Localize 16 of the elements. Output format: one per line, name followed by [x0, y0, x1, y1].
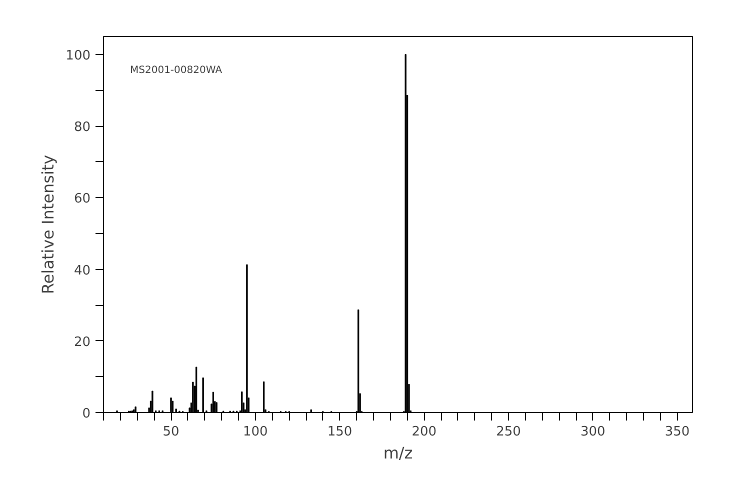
x-tick-label: 200	[412, 424, 437, 440]
x-tick-label: 100	[242, 424, 268, 440]
x-tick-label: 250	[496, 424, 521, 440]
x-tick-label: 350	[664, 424, 690, 440]
y-tick-label: 20	[74, 334, 91, 350]
x-axis-title: m/z	[383, 444, 413, 462]
y-tick-label: 80	[74, 120, 91, 136]
x-tick-label: 50	[162, 424, 180, 440]
y-tick-label: 60	[74, 192, 91, 207]
x-tick-label: 150	[327, 424, 352, 440]
annotation: MS2001-00820WA	[130, 64, 222, 76]
y-tick-label: 40	[74, 263, 91, 278]
y-tick-label: 100	[66, 48, 91, 64]
y-axis-title: Relative Intensity	[38, 154, 58, 294]
y-tick-label: 0	[82, 406, 91, 422]
x-tick-label: 300	[580, 424, 606, 440]
